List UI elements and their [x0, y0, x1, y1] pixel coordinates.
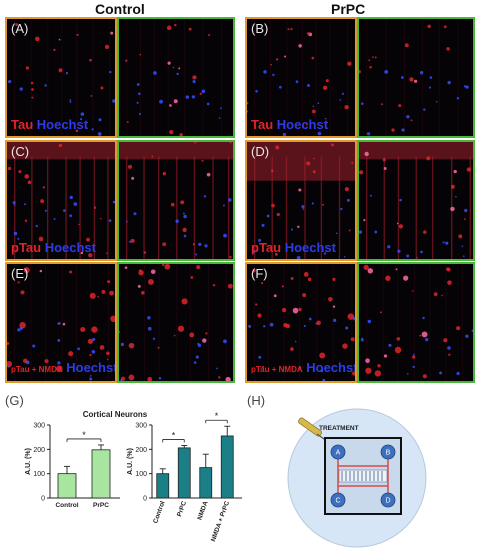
micrograph-d-overview: (D) pTau Hoechst — [245, 140, 357, 261]
stain-legend-b: Tau Hoechst — [251, 117, 328, 132]
y-tick-label: 200 — [135, 447, 147, 454]
micrograph-e-detail — [117, 262, 235, 383]
micrograph-texture — [8, 19, 115, 136]
micrograph-texture — [125, 19, 222, 136]
significance-star: * — [172, 430, 176, 440]
stain-red-label: pTau — [251, 240, 282, 255]
micrograph-texture — [359, 142, 473, 259]
stain-legend-a: Tau Hoechst — [11, 117, 88, 132]
bar — [199, 467, 213, 499]
micrograph-b-detail — [357, 17, 475, 138]
x-tick-label: NMDA + PrPC — [210, 500, 231, 543]
panel-label-h: (H) — [247, 393, 266, 408]
micrograph-texture — [247, 19, 352, 136]
micrograph-texture — [247, 142, 355, 259]
y-tick-label: 0 — [143, 496, 147, 503]
micrograph-texture — [359, 19, 473, 136]
micrograph-c-overview: (C) pTau Hoechst — [5, 140, 117, 261]
x-tick-label: NMDA — [196, 500, 209, 521]
chart-title: Cortical Neurons — [83, 410, 148, 419]
bar — [91, 449, 111, 499]
y-tick-label: 300 — [33, 423, 45, 430]
y-tick-label: 300 — [135, 423, 147, 430]
column-title-control: Control — [95, 1, 145, 17]
x-tick-label: Control — [152, 500, 167, 524]
stain-red-label: Tau — [11, 117, 34, 132]
stain-red-label: Tau — [251, 117, 274, 132]
y-axis-label: A.U. (%) — [25, 448, 32, 475]
micrograph-e-overview: (E) pTau + NMDA Hoechst — [5, 262, 117, 383]
micrograph-texture — [7, 264, 115, 381]
stain-blue-label: Hoechst — [273, 117, 329, 132]
stain-legend-f: pTau + NMDA Hoechst — [251, 359, 357, 377]
stain-blue-label: Hoechst — [33, 117, 89, 132]
panel-label-c: (C) — [11, 144, 30, 159]
micrograph-texture — [119, 142, 233, 259]
micrograph-f-detail — [357, 262, 475, 383]
bar-charts: Cortical Neurons 0 100 200 300 A.U. (%) Contro… — [20, 405, 245, 550]
bar-chart-svg: Cortical Neurons 0 100 200 300 A.U. (%) Contro… — [25, 410, 242, 543]
well-label: A — [336, 450, 341, 457]
microfluidic-device-svg: TREATMENT A B C D — [287, 408, 427, 548]
panel-label-e: (E) — [11, 266, 29, 281]
micrograph-texture — [248, 264, 355, 381]
micrograph-a-detail — [117, 17, 235, 138]
x-tick-label: PrPC — [176, 500, 188, 518]
micrograph-texture — [360, 264, 473, 381]
bar — [57, 473, 77, 499]
well-label: C — [335, 498, 340, 505]
stain-blue-label: Hoechst — [281, 240, 336, 255]
stain-red-label: pTau — [11, 240, 42, 255]
stain-legend-d: pTau Hoechst — [251, 240, 336, 255]
y-tick-label: 200 — [33, 447, 45, 454]
bar — [220, 435, 234, 499]
y-tick-label: 100 — [135, 471, 147, 478]
panel-label-a: (A) — [11, 21, 29, 36]
well-label: D — [385, 498, 390, 505]
panel-label-b: (B) — [251, 21, 269, 36]
well-a — [330, 444, 346, 460]
stain-blue-label: Hoechst — [41, 240, 96, 255]
stain-red-label: pTau + NMDA — [251, 365, 303, 374]
micrograph-a-overview: (A) Tau Hoechst — [5, 17, 117, 138]
stain-legend-c: pTau Hoechst — [11, 240, 96, 255]
y-tick-label: 100 — [33, 471, 45, 478]
micrograph-b-overview: (B) Tau Hoechst — [245, 17, 357, 138]
micrograph-d-detail — [357, 140, 475, 261]
micrograph-texture — [7, 142, 115, 259]
well-d — [380, 492, 396, 508]
well-c — [330, 492, 346, 508]
channel-region — [338, 469, 388, 483]
y-tick-label: 0 — [41, 496, 45, 503]
treatment-label: TREATMENT — [319, 425, 359, 432]
column-title-prpc: PrPC — [331, 1, 366, 17]
y-axis-label: A.U. (%) — [127, 448, 134, 475]
significance-star: * — [215, 411, 219, 421]
bar — [156, 473, 170, 499]
micrograph-c-detail — [117, 140, 235, 261]
wells: A B C D — [330, 444, 396, 508]
treatment-diagram: TREATMENT A B C D — [287, 408, 427, 548]
panel-label-d: (D) — [251, 144, 270, 159]
microchannels — [341, 471, 383, 481]
micrograph-f-overview: (F) pTau + NMDA Hoechst — [245, 262, 357, 383]
significance-star: * — [82, 430, 86, 440]
panel-label-g: (G) — [5, 393, 24, 408]
stain-red-label: pTau + NMDA — [11, 365, 63, 374]
stain-blue-label: Hoechst — [62, 360, 117, 375]
x-tick-label: Control — [55, 502, 78, 509]
panel-label-f: (F) — [251, 266, 268, 281]
well-b — [380, 444, 396, 460]
x-tick-label: PrPC — [93, 502, 109, 509]
stain-legend-e: pTau + NMDA Hoechst — [11, 359, 117, 377]
bar — [177, 447, 191, 499]
well-label: B — [386, 450, 391, 457]
micrograph-texture — [119, 264, 233, 381]
stain-blue-label: Hoechst — [302, 360, 357, 375]
